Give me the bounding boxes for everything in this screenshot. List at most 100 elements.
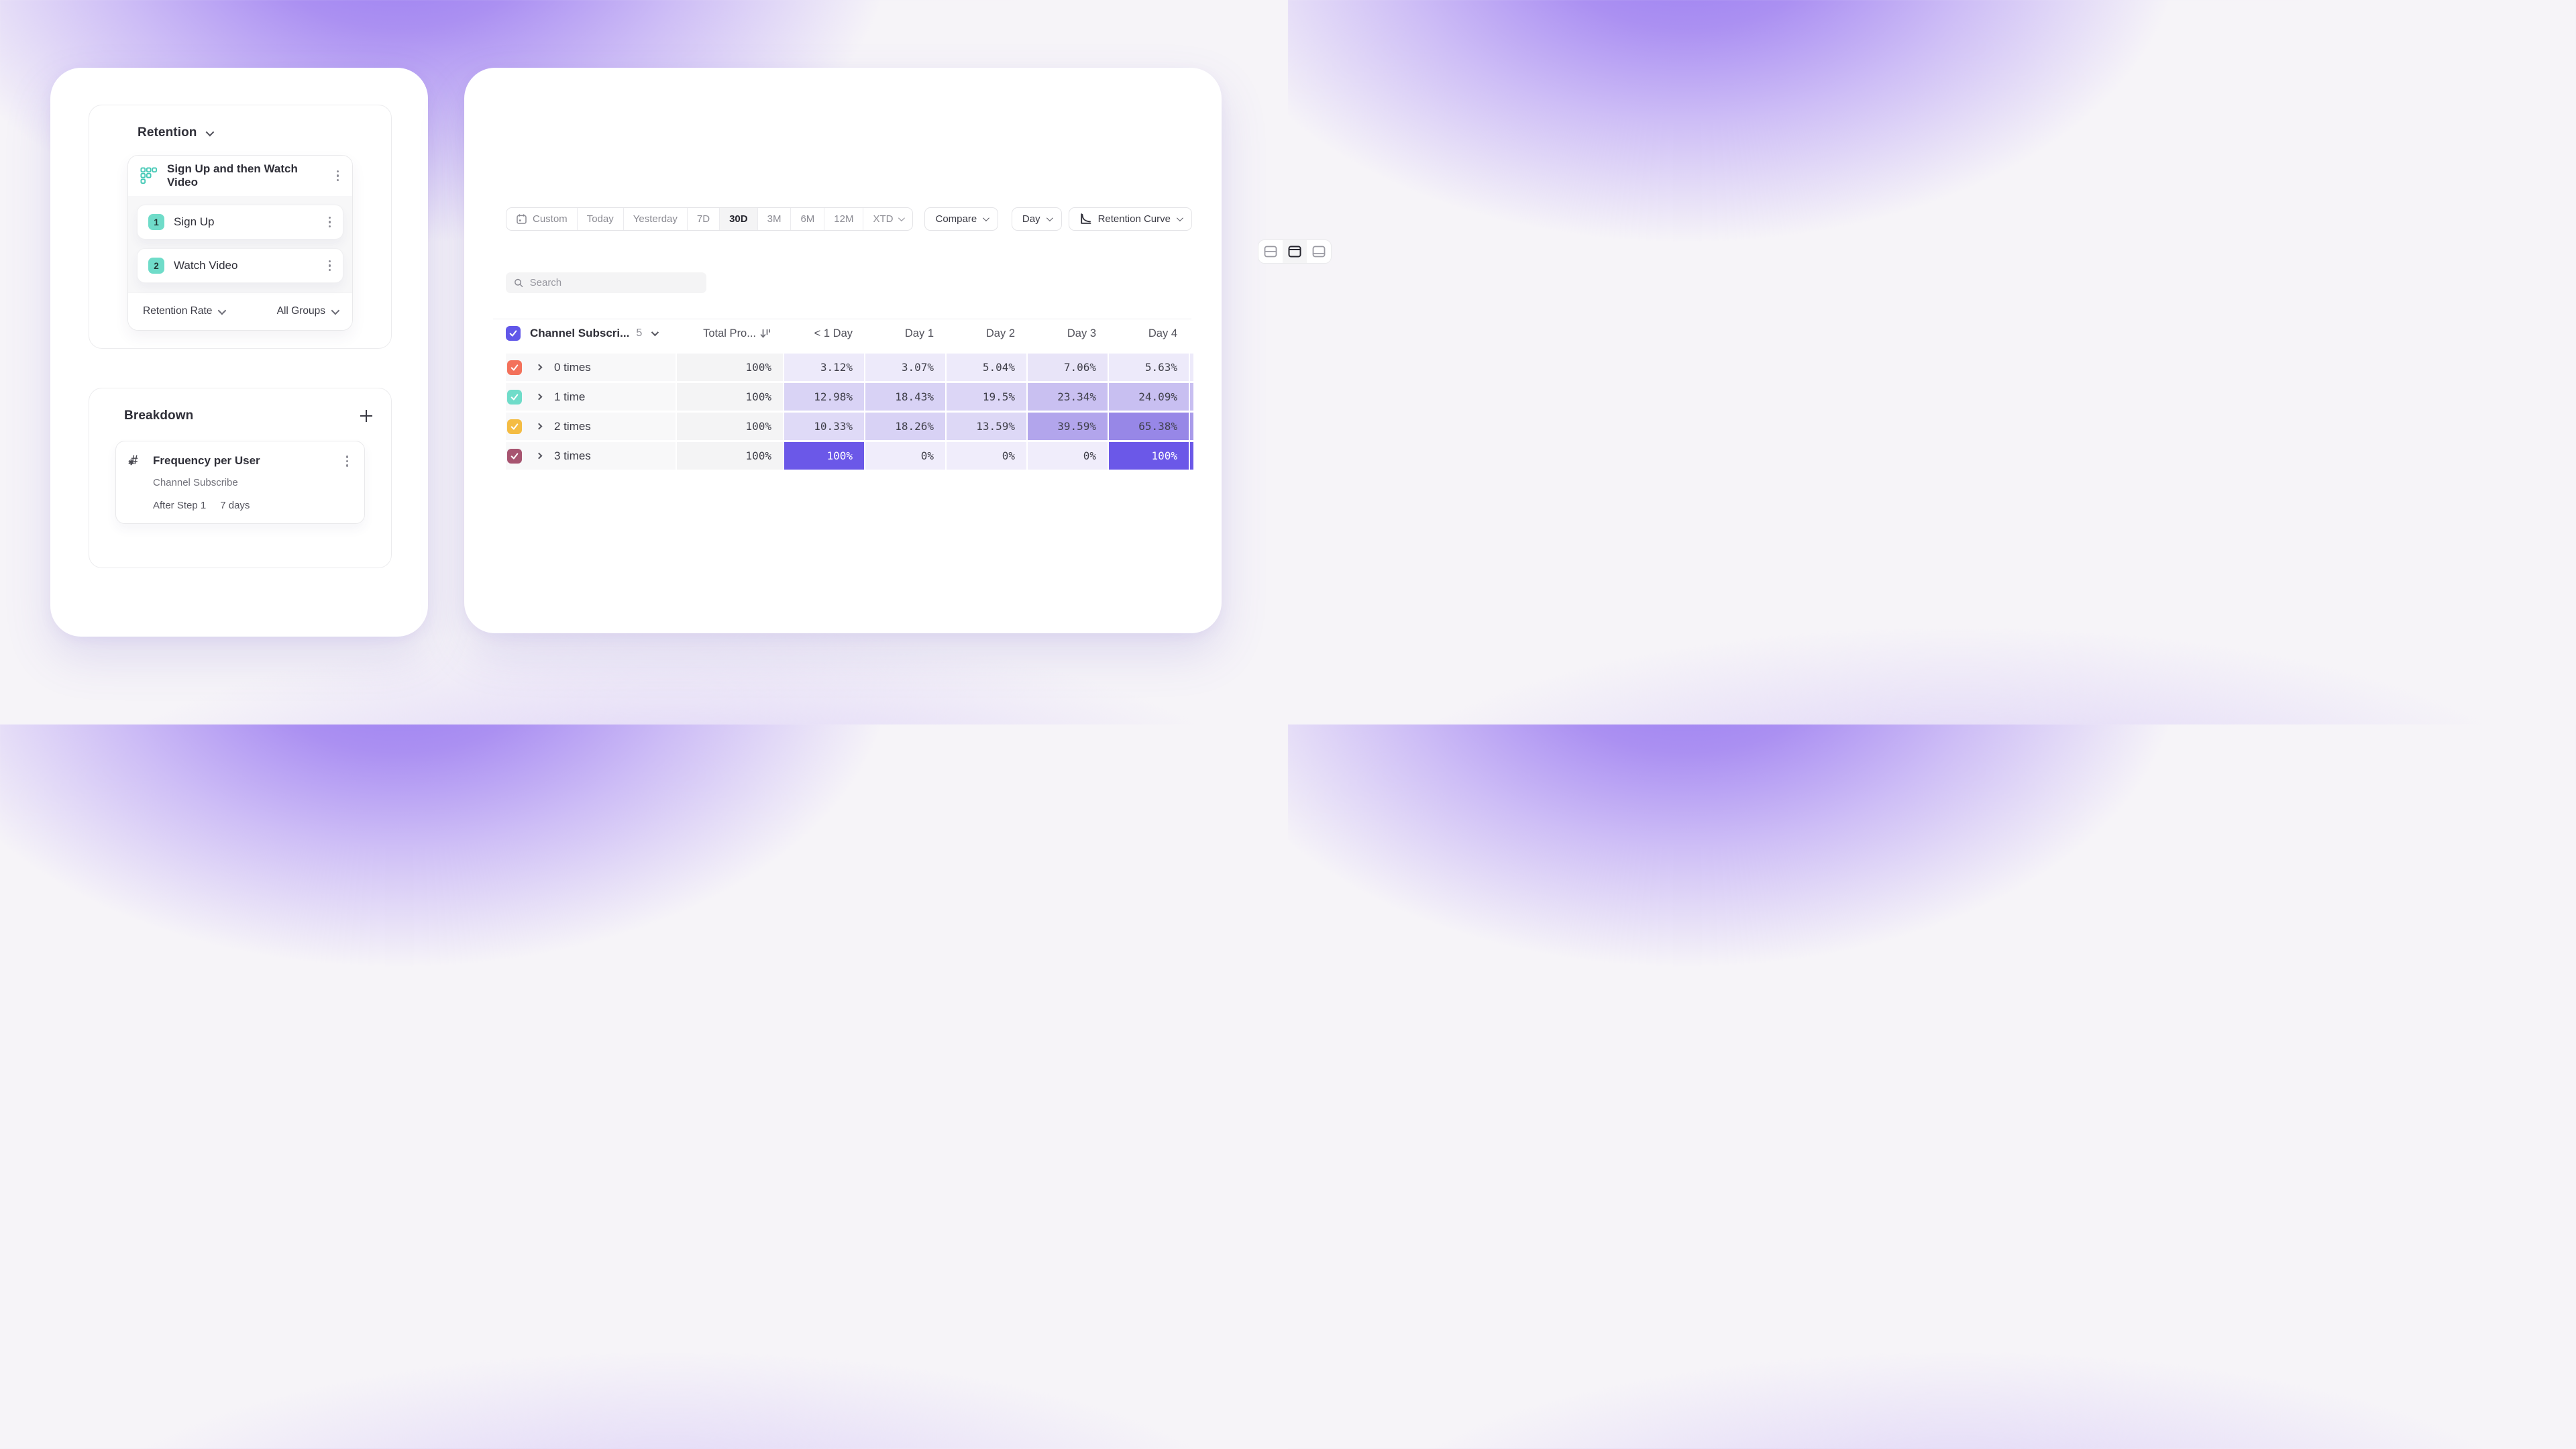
retention-query-panel: Retention Sign Up and then Watch Video <box>89 105 392 349</box>
steps-area: 1 Sign Up 2 Watch Video <box>128 196 352 292</box>
kebab-menu-icon[interactable] <box>334 168 342 184</box>
table-cell: 0% <box>947 442 1026 470</box>
table-cell: 0% <box>865 442 945 470</box>
layout-bottom-view-button[interactable] <box>1307 240 1331 263</box>
table-row: 1 time 100% 12.98% 18.43% 19.5% 23.34% 2… <box>506 383 1193 411</box>
date-toolbar: Custom Today Yesterday 7D 30D 3M 6M 12M … <box>506 207 1192 231</box>
chevron-down-icon <box>1176 215 1183 222</box>
row-checkbox[interactable] <box>507 389 522 405</box>
report-card: Custom Today Yesterday 7D 30D 3M 6M 12M … <box>464 68 1332 633</box>
after-step-label: After Step 1 <box>153 499 207 511</box>
range-7d[interactable]: 7D <box>688 208 720 230</box>
range-yesterday[interactable]: Yesterday <box>624 208 688 230</box>
table-cell: 3.07% <box>865 354 945 381</box>
granularity-button[interactable]: Day <box>1011 207 1062 231</box>
chevron-down-icon <box>983 215 990 222</box>
table-row: 0 times 100% 3.12% 3.07% 5.04% 7.06% 5.6… <box>506 354 1193 381</box>
chevron-down-icon <box>331 306 340 315</box>
breakdown-panel: Breakdown # ✱ Frequency per User Channel … <box>89 388 392 568</box>
chevron-down-icon <box>217 306 227 315</box>
row-checkbox[interactable] <box>507 448 522 464</box>
calendar-icon <box>517 214 527 224</box>
breakdown-item-title: Frequency per User <box>153 454 260 468</box>
compare-button[interactable]: Compare <box>924 207 999 231</box>
step-label: Sign Up <box>174 215 215 228</box>
sort-descending-icon <box>760 329 770 338</box>
table-cell-clipped <box>1190 383 1193 411</box>
table-cell: 100% <box>1109 442 1189 470</box>
metric-label: Retention Rate <box>143 305 213 317</box>
row-label: 3 times <box>554 449 591 462</box>
expand-row-icon[interactable] <box>535 393 543 400</box>
table-cell: 10.33% <box>784 413 864 440</box>
table-cell: 100% <box>677 442 783 470</box>
search-input[interactable] <box>529 277 698 288</box>
table-cell: 0% <box>1028 442 1108 470</box>
range-12m[interactable]: 12M <box>824 208 864 230</box>
column-header-day[interactable]: Day 1 <box>904 327 934 339</box>
table-row: 2 times 100% 10.33% 18.26% 13.59% 39.59%… <box>506 413 1193 440</box>
report-type-label: Retention <box>138 125 197 140</box>
funnel-grid-icon <box>140 167 157 184</box>
column-header-day[interactable]: Day 4 <box>1148 327 1177 339</box>
table-cell: 100% <box>677 413 783 440</box>
step-number-badge: 1 <box>148 214 164 230</box>
step-label: Watch Video <box>174 259 238 272</box>
chart-type-button[interactable]: Retention Curve <box>1068 207 1192 231</box>
row-checkbox[interactable] <box>507 419 522 434</box>
range-30d[interactable]: 30D <box>720 208 758 230</box>
table-header-row: Channel Subscri... 5 Total Pro... < 1 Da… <box>506 320 1193 347</box>
column-header-day[interactable]: Day 3 <box>1067 327 1096 339</box>
numeric-property-icon: # ✱ <box>128 453 138 468</box>
groups-dropdown[interactable]: All Groups <box>276 305 340 317</box>
chevron-down-icon <box>1046 215 1053 222</box>
range-today[interactable]: Today <box>578 208 624 230</box>
chevron-down-icon <box>898 215 906 222</box>
window-label: 7 days <box>220 499 250 511</box>
layout-toggle <box>1258 239 1332 264</box>
column-header-day[interactable]: Day 2 <box>985 327 1015 339</box>
chevron-down-icon[interactable] <box>205 127 214 136</box>
row-label: 0 times <box>554 360 591 374</box>
table-cell-clipped <box>1190 413 1193 440</box>
table-cell: 12.98% <box>784 383 864 411</box>
layout-split-view-button[interactable] <box>1258 240 1283 263</box>
table-cell: 5.63% <box>1109 354 1189 381</box>
table-cell: 18.43% <box>865 383 945 411</box>
table-cell: 7.06% <box>1028 354 1108 381</box>
range-xtd[interactable]: XTD <box>863 208 912 230</box>
kebab-menu-icon[interactable] <box>326 258 334 274</box>
search-icon <box>515 278 523 287</box>
table-cell: 100% <box>677 383 783 411</box>
expand-row-icon[interactable] <box>535 452 543 460</box>
row-label: 2 times <box>554 419 591 433</box>
table-cell: 3.12% <box>784 354 864 381</box>
column-header-day[interactable]: < 1 Day <box>814 327 853 339</box>
layout-table-view-button[interactable] <box>1283 240 1307 263</box>
row-label: 1 time <box>554 390 586 403</box>
breakdown-title: Breakdown <box>124 409 194 423</box>
metric-dropdown[interactable]: Retention Rate <box>143 305 227 317</box>
kebab-menu-icon[interactable] <box>343 453 352 470</box>
row-checkbox[interactable] <box>507 360 522 375</box>
groups-label: All Groups <box>276 305 325 317</box>
add-breakdown-button[interactable] <box>360 410 372 422</box>
range-6m[interactable]: 6M <box>791 208 825 230</box>
table-cell: 100% <box>677 354 783 381</box>
table-cell-clipped <box>1190 442 1193 470</box>
query-title: Sign Up and then Watch Video <box>167 162 298 189</box>
range-3m[interactable]: 3M <box>758 208 792 230</box>
range-custom[interactable]: Custom <box>506 208 578 230</box>
kebab-menu-icon[interactable] <box>326 214 334 231</box>
select-all-checkbox[interactable] <box>506 326 521 341</box>
expand-row-icon[interactable] <box>535 423 543 430</box>
step-sign-up[interactable]: 1 Sign Up <box>137 205 343 239</box>
breakdown-item-card[interactable]: # ✱ Frequency per User Channel Subscribe … <box>115 441 365 524</box>
table-cell: 5.04% <box>947 354 1026 381</box>
query-builder-card: Retention Sign Up and then Watch Video <box>50 68 428 637</box>
column-header-total[interactable]: Total Pro... <box>677 327 783 340</box>
group-column-header[interactable]: Channel Subscri... <box>530 327 630 339</box>
chevron-down-icon[interactable] <box>651 328 659 337</box>
step-watch-video[interactable]: 2 Watch Video <box>137 248 343 283</box>
expand-row-icon[interactable] <box>535 364 543 371</box>
